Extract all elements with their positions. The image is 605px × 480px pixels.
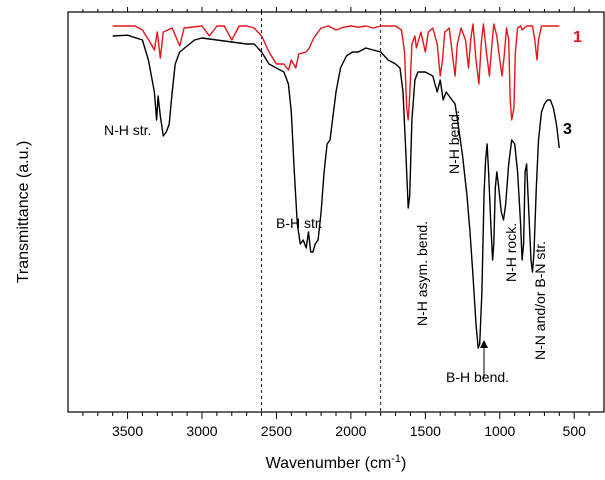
series-line-3 [112,34,560,349]
series-label-1: 1 [573,29,582,46]
x-tick-label: 2500 [261,423,292,439]
annotation-nh-str: N-H str. [104,122,151,138]
series-label-3: 3 [563,121,572,138]
reference-lines [261,12,382,412]
annotation-bh-str: B-H str. [276,215,323,231]
series-line-1 [112,23,560,121]
x-tick-label: 3500 [112,423,143,439]
annotation-nh-rock: N-H rock. [503,223,519,282]
bh-bend-arrow [480,340,488,378]
x-tick-label: 3000 [186,423,217,439]
x-tick-label: 1500 [410,423,441,439]
annotation-nn-bn-str: N-N and/or B-N str. [532,241,548,360]
annotation-nh-bend: N-H bend. [446,110,462,174]
x-tick-label: 500 [563,423,587,439]
series-layer [112,23,560,349]
plot-area: 3500 3000 2500 2000 1500 1000 500 [67,7,605,439]
annotation-nh-asym-bend: N-H asym. bend. [414,221,430,326]
x-axis-title: Wavenumber (cm-1) [266,453,407,472]
x-tick-label: 2000 [335,423,366,439]
x-tick-label: 1000 [484,423,515,439]
y-axis-title: Transmittance (a.u.) [15,141,32,284]
annotation-bh-bend: B-H bend. [446,369,509,385]
x-axis-ticks: 3500 3000 2500 2000 1500 1000 500 [82,7,590,439]
